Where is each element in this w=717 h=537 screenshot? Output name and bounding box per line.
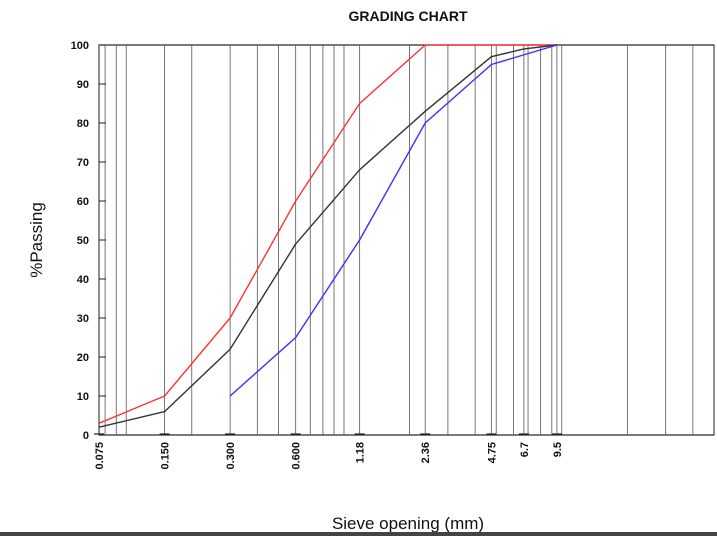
y-axis: 0 10 20 30 40 50 60 70 80 90 100: [71, 40, 106, 442]
series-line-1: [98, 44, 557, 424]
series-line-2: [98, 44, 557, 428]
y-tick-label: 60: [77, 196, 89, 208]
x-tick-label: 2.36: [420, 442, 432, 463]
y-tick-label: 100: [71, 40, 89, 52]
y-tick-label: 40: [77, 274, 89, 286]
y-tick-label: 10: [77, 391, 89, 403]
y-tick-label: 90: [77, 79, 89, 91]
grid-layer: [98, 44, 715, 436]
x-tick-label: 0.075: [94, 442, 106, 470]
y-tick-label: 50: [77, 235, 89, 247]
x-tick-label: 6.7: [519, 442, 531, 457]
y-tick-label: 70: [77, 157, 89, 169]
series-layer: [98, 44, 558, 428]
x-axis-title: Sieve opening (mm): [332, 514, 484, 532]
chart-title: GRADING CHART: [349, 8, 468, 24]
x-tick-label: 0.300: [225, 442, 237, 470]
x-axis: 0.075 0.150 0.300 0.600 1.18 2.36 4.75 6.7 9.5: [94, 433, 564, 470]
x-tick-label: 9.5: [552, 442, 564, 457]
plot-area: [98, 44, 715, 436]
bottom-edge-bar: [0, 532, 717, 536]
x-tick-label: 1.18: [355, 442, 367, 463]
y-axis-title: %Passing: [27, 202, 46, 278]
x-tick-label: 0.600: [291, 442, 303, 470]
x-tick-label: 0.150: [160, 442, 172, 470]
y-tick-label: 0: [83, 430, 89, 442]
y-tick-label: 20: [77, 352, 89, 364]
series-line-3: [229, 44, 558, 397]
y-tick-label: 30: [77, 313, 89, 325]
x-tick-label: 4.75: [486, 442, 498, 463]
y-tick-label: 80: [77, 118, 89, 130]
